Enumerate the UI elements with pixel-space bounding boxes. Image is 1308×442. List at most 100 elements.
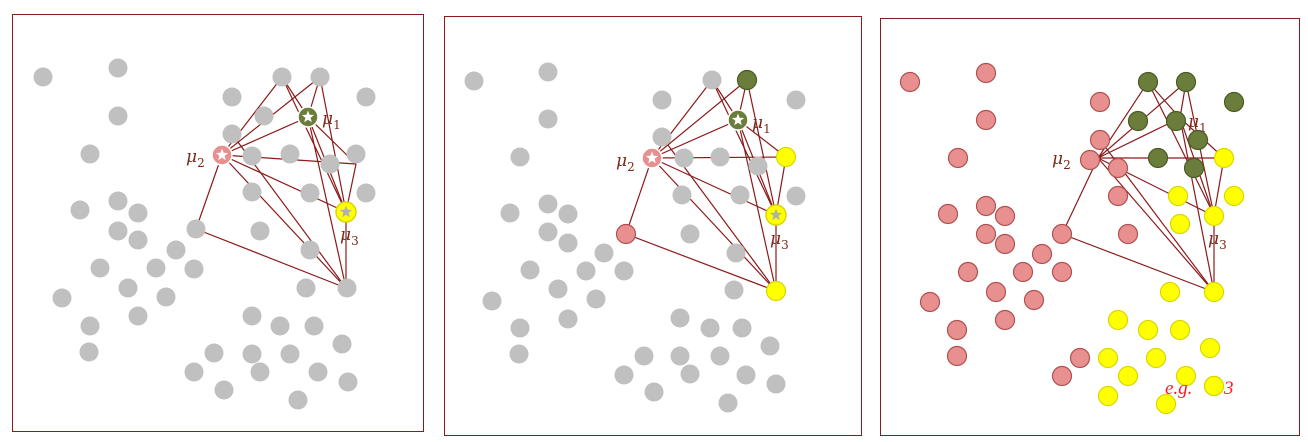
data-point — [1147, 147, 1169, 169]
data-point — [70, 200, 90, 220]
data-point — [128, 203, 148, 223]
data-point — [204, 343, 224, 363]
data-point — [1175, 365, 1197, 387]
panel-clustered — [880, 18, 1300, 436]
centroid-label: μ3 — [340, 225, 359, 248]
connection-line — [1061, 157, 1099, 235]
data-point — [184, 362, 204, 382]
data-point — [156, 287, 176, 307]
data-point — [242, 306, 262, 326]
data-point — [1012, 261, 1034, 283]
data-point — [670, 346, 690, 366]
data-point — [128, 306, 148, 326]
star-icon — [731, 113, 745, 126]
connection-line — [1061, 233, 1215, 293]
data-point — [558, 233, 578, 253]
data-point — [674, 148, 694, 168]
data-point — [510, 318, 530, 338]
data-point — [146, 258, 166, 278]
data-point — [736, 365, 756, 385]
data-point — [33, 67, 53, 87]
data-point — [1107, 185, 1129, 207]
connection-line — [195, 228, 347, 289]
data-point — [957, 261, 979, 283]
centroid-label: μ1 — [752, 113, 771, 136]
connection-line — [625, 157, 653, 235]
centroid-label: μ3 — [770, 229, 789, 252]
panel-initial-centroids — [12, 14, 424, 432]
data-point — [1127, 110, 1149, 132]
data-point — [786, 90, 806, 110]
centroid-label: μ2 — [186, 147, 205, 170]
connection-line — [319, 76, 347, 213]
data-point — [702, 70, 722, 90]
data-point — [1199, 337, 1221, 359]
data-point — [548, 279, 568, 299]
data-point — [108, 58, 128, 78]
connection-line — [221, 154, 347, 213]
data-point — [1089, 129, 1111, 151]
data-point — [538, 222, 558, 242]
data-point — [222, 124, 242, 144]
data-point — [576, 261, 596, 281]
data-point — [300, 183, 320, 203]
data-point — [994, 233, 1016, 255]
data-point — [652, 127, 672, 147]
data-point — [1203, 281, 1225, 303]
data-point — [748, 156, 768, 176]
data-point — [1203, 205, 1225, 227]
data-point — [90, 258, 110, 278]
data-point — [975, 195, 997, 217]
data-point — [946, 319, 968, 341]
data-point — [586, 289, 606, 309]
data-point — [1137, 71, 1159, 93]
connection-line — [221, 116, 309, 156]
data-point — [250, 362, 270, 382]
data-point — [538, 194, 558, 214]
connection-line — [281, 76, 347, 213]
data-point — [108, 106, 128, 126]
data-point — [1187, 129, 1209, 151]
data-point — [975, 109, 997, 131]
data-point — [1155, 393, 1177, 415]
data-point — [947, 147, 969, 169]
connection-line — [711, 79, 777, 216]
data-point — [80, 316, 100, 336]
data-point — [615, 223, 637, 245]
centroid-label: μ1 — [322, 109, 341, 132]
data-point — [1117, 365, 1139, 387]
star-icon — [215, 148, 229, 161]
data-point — [614, 261, 634, 281]
data-point — [1183, 157, 1205, 179]
data-point — [730, 185, 750, 205]
data-point — [1213, 147, 1235, 169]
data-point — [80, 144, 100, 164]
data-point — [538, 109, 558, 129]
connection-line — [1179, 117, 1215, 293]
connection-line — [651, 157, 777, 216]
data-point — [946, 345, 968, 367]
data-point — [710, 346, 730, 366]
data-point — [254, 106, 274, 126]
data-point — [1031, 243, 1053, 265]
data-point — [1023, 289, 1045, 311]
star-icon — [301, 110, 315, 123]
data-point — [736, 69, 758, 91]
data-point — [482, 291, 502, 311]
data-point — [1097, 385, 1119, 407]
data-point — [680, 364, 700, 384]
data-point — [1097, 347, 1119, 369]
data-point — [680, 224, 700, 244]
data-point — [919, 291, 941, 313]
connection-line — [195, 154, 223, 230]
data-point — [308, 362, 328, 382]
data-point — [1167, 185, 1189, 207]
data-point — [320, 154, 340, 174]
star-icon — [769, 208, 783, 221]
data-point — [1223, 91, 1245, 113]
data-point — [280, 144, 300, 164]
connection-line — [221, 154, 347, 289]
centroid-label: μ2 — [1052, 149, 1071, 172]
data-point — [464, 71, 484, 91]
